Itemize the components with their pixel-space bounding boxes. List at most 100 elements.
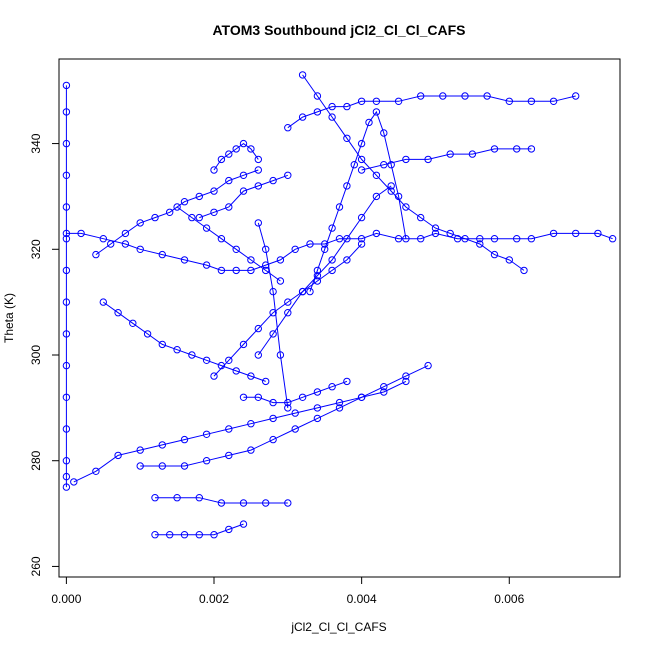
data-point — [210, 531, 218, 539]
data-point — [239, 499, 248, 507]
data-point — [62, 229, 71, 238]
data-point — [372, 229, 381, 238]
data-point — [269, 309, 277, 317]
data-point — [357, 235, 366, 243]
data-point — [254, 393, 262, 401]
data-point — [180, 531, 189, 539]
data-point — [343, 235, 351, 243]
data-point — [92, 250, 100, 259]
series-18 — [254, 219, 292, 412]
data-point — [173, 494, 181, 502]
series-line — [73, 380, 407, 483]
data-point — [328, 256, 336, 264]
data-point — [143, 330, 152, 338]
data-point — [173, 203, 181, 211]
data-point — [402, 203, 410, 211]
x-axis: 0.000 0.002 0.004 0.006 — [51, 576, 525, 606]
series-line — [309, 110, 407, 292]
data-point — [202, 457, 211, 465]
data-point — [62, 81, 71, 90]
series-12 — [306, 108, 410, 296]
data-point — [335, 404, 344, 412]
data-point — [217, 266, 226, 275]
data-point — [284, 124, 292, 132]
data-point — [62, 171, 71, 180]
data-point — [343, 256, 351, 264]
y-tick-label: 260 — [29, 556, 43, 576]
data-point — [343, 134, 351, 143]
data-point — [62, 483, 71, 491]
data-point — [505, 97, 513, 106]
data-point — [262, 499, 270, 507]
data-point — [202, 430, 211, 438]
y-tick-label: 320 — [29, 239, 43, 259]
data-point — [232, 367, 240, 375]
data-point — [195, 192, 204, 201]
data-point — [313, 388, 322, 396]
data-point — [262, 377, 270, 386]
data-point — [62, 298, 71, 306]
data-point — [335, 398, 344, 407]
data-point — [424, 155, 432, 164]
data-point — [62, 203, 71, 211]
x-tick-label: 0.002 — [199, 592, 229, 606]
series-14 — [136, 361, 432, 470]
data-point — [195, 531, 204, 539]
data-point — [328, 113, 336, 121]
data-point — [232, 266, 240, 275]
data-point — [262, 245, 270, 254]
y-axis-label: Theta (K) — [2, 293, 16, 343]
data-point — [225, 150, 233, 158]
data-point — [468, 150, 477, 158]
data-point — [298, 113, 307, 121]
series-15 — [99, 298, 270, 386]
data-point — [372, 108, 381, 116]
data-point — [62, 425, 71, 433]
data-point — [417, 92, 425, 100]
data-point — [453, 235, 462, 243]
data-point — [202, 261, 211, 269]
data-point — [62, 330, 71, 338]
data-point — [321, 245, 329, 254]
data-point — [92, 467, 100, 475]
data-point — [62, 108, 71, 116]
data-point — [380, 161, 388, 169]
data-point — [513, 235, 521, 243]
data-point — [114, 451, 122, 460]
data-point — [62, 235, 71, 243]
series-line — [140, 365, 429, 467]
data-point — [217, 235, 226, 243]
data-point — [343, 102, 351, 111]
series-line — [257, 222, 289, 408]
y-axis: 260 280 300 320 340 — [29, 133, 60, 576]
data-point — [328, 224, 336, 232]
data-point — [357, 393, 366, 401]
x-tick-label: 0.000 — [51, 592, 81, 606]
data-point — [99, 298, 108, 306]
data-point — [284, 171, 292, 180]
chart-title: ATOM3 Southbound jCl2_Cl_Cl_CAFS — [212, 22, 465, 38]
data-point — [239, 520, 248, 528]
data-point — [254, 324, 262, 333]
data-point — [166, 531, 174, 539]
data-point — [247, 372, 255, 380]
x-tick-label: 0.006 — [494, 592, 524, 606]
data-point — [210, 372, 218, 380]
data-point — [158, 462, 167, 470]
data-point — [239, 340, 248, 349]
data-point — [328, 266, 336, 275]
data-point — [151, 494, 159, 502]
data-point — [313, 266, 322, 275]
data-point — [70, 478, 78, 486]
data-point — [380, 129, 388, 137]
data-point — [298, 71, 307, 79]
data-point — [151, 213, 159, 222]
data-point — [247, 446, 255, 454]
data-point — [313, 92, 322, 100]
data-point — [446, 150, 454, 158]
data-point — [217, 155, 226, 164]
data-point — [476, 235, 484, 243]
data-point — [247, 420, 255, 428]
data-point — [372, 97, 381, 106]
data-point — [402, 372, 410, 380]
